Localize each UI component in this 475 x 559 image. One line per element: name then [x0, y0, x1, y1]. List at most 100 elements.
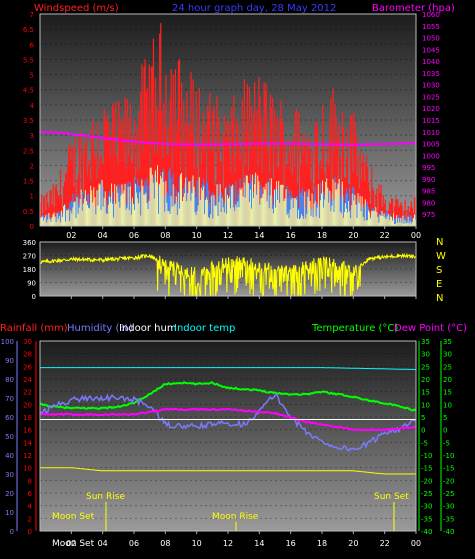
- humidity-axis-tick: 50: [5, 433, 14, 441]
- wind-speed-bar: [240, 189, 242, 226]
- gust-bar: [57, 195, 59, 226]
- barometer-axis-tick: 1055: [422, 23, 440, 31]
- gust-bar: [406, 210, 408, 226]
- gust-bar: [59, 169, 62, 226]
- barometer-line: [39, 130, 416, 146]
- temperature-axis-tick: 20: [421, 376, 430, 384]
- wind-speed-bar: [153, 198, 156, 226]
- gust-bar: [343, 177, 346, 226]
- gust-bar: [215, 182, 217, 226]
- gust-bar: [237, 124, 239, 226]
- wind-panel-border: [39, 13, 417, 227]
- wind-speed-bar: [200, 187, 203, 226]
- wind-speed-bar: [376, 211, 378, 226]
- wind-speed-bar: [304, 191, 306, 226]
- wind-avg-bar: [230, 185, 232, 226]
- wind-axis-tick: 1: [30, 193, 34, 201]
- gust-bar: [378, 184, 380, 226]
- gust-bar: [166, 154, 168, 226]
- wind-avg-bar: [209, 202, 211, 226]
- barometer-axis-tick: 1015: [422, 117, 440, 125]
- gust-bar: [83, 141, 86, 226]
- wind-speed-bar: [154, 170, 157, 226]
- wind-speed-bar: [410, 223, 413, 226]
- gust-bar: [218, 116, 220, 226]
- wind-axis-tick: 5: [30, 72, 34, 80]
- wind-speed-bar: [150, 167, 152, 226]
- wind-speed-bar: [371, 210, 373, 226]
- wind-speed-bar: [334, 182, 336, 226]
- barometer-axis-tick: 1005: [422, 141, 440, 149]
- wind-speed-bar: [349, 211, 351, 226]
- wind-speed-bar: [318, 217, 321, 226]
- gust-bar: [281, 118, 283, 226]
- wind-speed-bar: [269, 195, 272, 226]
- wind-speed-bar: [45, 215, 47, 226]
- wind-speed-bar: [68, 208, 70, 226]
- wind-speed-bar: [287, 213, 289, 226]
- bottom-x-tick-label: 00: [411, 539, 421, 548]
- gust-bar: [361, 162, 363, 226]
- gust-bar: [211, 151, 213, 226]
- wind-speed-bar: [239, 188, 241, 226]
- wind-speed-bar: [300, 217, 302, 226]
- temperature-axis-tick: 0: [421, 427, 425, 435]
- humidity-axis-tick: 40: [5, 452, 14, 460]
- gust-bar: [124, 97, 126, 227]
- wind-speed-bar: [139, 192, 141, 226]
- wind-avg-bar: [399, 218, 401, 226]
- wind-speed-bar: [54, 216, 56, 226]
- wind-speed-bar: [254, 184, 256, 226]
- bottom-x-tick-label: 02: [66, 539, 76, 548]
- gust-bar: [305, 134, 307, 226]
- wind-axis-tick: 6: [30, 41, 35, 49]
- gust-bar: [186, 91, 188, 226]
- wind-speed-bar: [329, 190, 331, 226]
- wind-speed-bar: [385, 219, 387, 226]
- gust-bar: [376, 188, 378, 226]
- gust-bar: [332, 88, 334, 226]
- gust-bar: [176, 119, 179, 226]
- wind-speed-bar: [402, 215, 404, 226]
- gust-bar: [357, 155, 359, 226]
- wind-axis-tick: 0: [30, 223, 34, 231]
- wind-avg-bar: [395, 218, 397, 226]
- gust-bar: [240, 151, 242, 226]
- wind-speed-bar: [307, 196, 309, 226]
- wind-speed-bar: [297, 209, 300, 226]
- wind-speed-bar: [102, 206, 104, 226]
- wind-speed-bar: [212, 218, 214, 226]
- bottom-x-tick-label: 08: [160, 539, 170, 548]
- wind-speed-bar: [290, 199, 292, 226]
- wind-speed-bar: [195, 215, 197, 226]
- barometer-axis-tick: 995: [422, 164, 435, 172]
- wind-speed-bar: [91, 190, 93, 226]
- rainfall-axis-tick: 12: [23, 452, 32, 460]
- wind-speed-bar: [302, 216, 304, 226]
- rainfall-axis-tick: 10: [23, 465, 32, 473]
- wind-speed-bar: [353, 200, 355, 226]
- wind-speed-bar: [358, 203, 360, 226]
- barometer-axis-tick: 1035: [422, 70, 440, 78]
- wind-speed-bar: [224, 188, 227, 226]
- gust-bar: [106, 115, 109, 226]
- barometer-axis-tick: 1050: [422, 35, 440, 43]
- gust-bar: [195, 91, 197, 227]
- wind-avg-bar: [378, 213, 380, 226]
- wind-speed-bar: [323, 207, 325, 226]
- wind-speed-bar: [213, 195, 215, 226]
- gust-bar: [41, 194, 43, 226]
- barometer-axis-tick: 1030: [422, 82, 440, 90]
- wind-speed-bar: [52, 214, 54, 226]
- wind-speed-bar: [142, 185, 144, 226]
- barometer-axis-tick: 1045: [422, 46, 440, 54]
- wind-avg-bar: [346, 188, 348, 226]
- wind-x-tick-label: 20: [348, 231, 358, 240]
- wind-speed-bar: [136, 192, 138, 226]
- gust-bar: [333, 151, 335, 226]
- barometer-axis-tick: 1040: [422, 58, 440, 66]
- wind-speed-bar: [281, 184, 283, 226]
- gust-bar: [118, 101, 120, 226]
- gust-bar: [315, 127, 317, 226]
